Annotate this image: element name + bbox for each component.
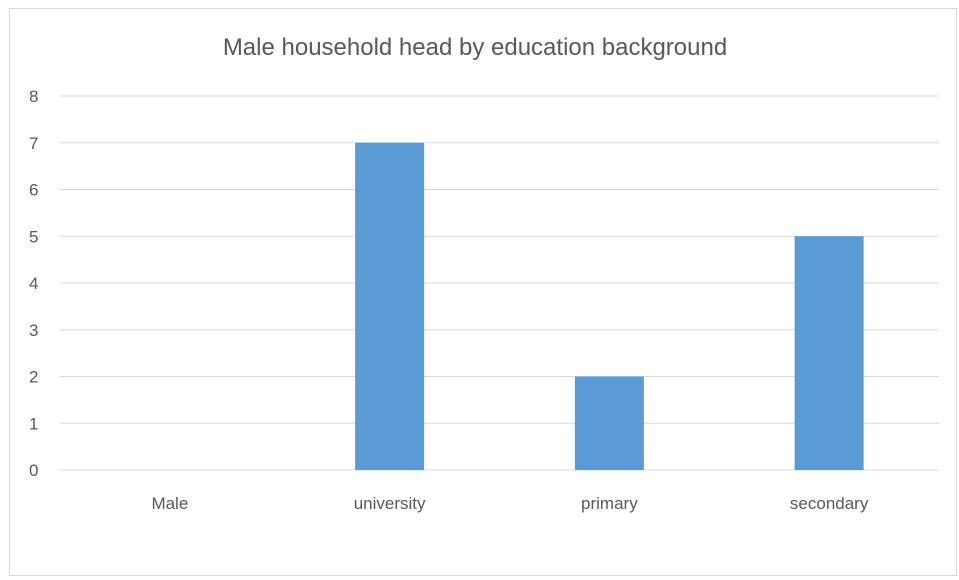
bar-secondary xyxy=(794,236,864,470)
category-label: university xyxy=(354,494,426,513)
y-axis-ticks: 0 1 2 3 4 5 6 7 8 xyxy=(29,87,38,480)
category-label: primary xyxy=(581,494,638,513)
bars xyxy=(355,142,864,470)
y-tick-label: 7 xyxy=(29,134,38,153)
y-tick-label: 3 xyxy=(29,321,38,340)
y-tick-label: 2 xyxy=(29,368,38,387)
category-label: secondary xyxy=(790,494,869,513)
gridlines xyxy=(60,95,939,471)
x-axis-categories: Male university primary secondary xyxy=(151,494,868,513)
bar-primary xyxy=(574,376,644,470)
y-tick-label: 4 xyxy=(29,274,38,293)
y-tick-label: 8 xyxy=(29,87,38,106)
chart-title: Male household head by education backgro… xyxy=(223,34,727,61)
y-tick-label: 6 xyxy=(29,181,38,200)
y-tick-label: 1 xyxy=(29,414,38,433)
y-tick-label: 5 xyxy=(29,227,38,246)
y-tick-label: 0 xyxy=(29,461,38,480)
category-label: Male xyxy=(151,494,188,513)
bar-university xyxy=(355,142,425,470)
